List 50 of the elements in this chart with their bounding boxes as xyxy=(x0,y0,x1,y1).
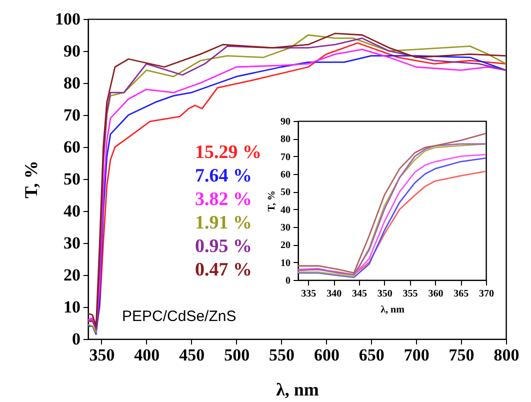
y-tick-label: 30 xyxy=(280,222,290,234)
x-tick-label: 355 xyxy=(402,288,418,300)
y-tick-label: 0 xyxy=(286,276,290,286)
x-tick-label: 500 xyxy=(224,346,250,364)
y-tick-label: 60 xyxy=(280,170,290,180)
text: 3.82 % xyxy=(195,189,252,210)
x-tick-label: 750 xyxy=(448,346,474,364)
x-axis-title: λ, nm xyxy=(276,380,319,400)
x-tick-label: 370 xyxy=(479,288,494,300)
x-tick-label: 335 xyxy=(301,288,316,300)
x-tick-label: 340 xyxy=(326,288,342,300)
y-tick-label: 30 xyxy=(64,234,80,252)
x-tick-label: 650 xyxy=(358,346,384,364)
x-tick-label: 345 xyxy=(352,288,367,300)
y-tick-label: 70 xyxy=(280,152,290,163)
text: 0.47 % xyxy=(195,260,252,280)
x-tick-label: 360 xyxy=(428,288,444,300)
x-tick-label: 600 xyxy=(314,346,340,364)
y-tick-label: 60 xyxy=(64,138,80,156)
y-tick-label: 50 xyxy=(64,170,80,188)
y-tick-label: 50 xyxy=(280,187,290,198)
y-tick-label: 80 xyxy=(280,134,290,146)
x-tick-label: 400 xyxy=(134,346,160,364)
x-tick-label: 800 xyxy=(494,346,520,364)
text: 7.64 % xyxy=(195,166,252,186)
x-axis-title: λ, nm xyxy=(380,304,406,316)
y-tick-label: 80 xyxy=(64,74,80,92)
x-tick-label: 550 xyxy=(269,346,295,364)
x-tick-label: 700 xyxy=(404,346,430,364)
y-tick-label: 100 xyxy=(55,10,80,28)
x-tick-label: 450 xyxy=(179,346,205,364)
y-tick-label: 90 xyxy=(64,42,80,60)
x-tick-label: 350 xyxy=(89,346,115,364)
y-tick-label: 0 xyxy=(72,330,80,348)
y-tick-label: 10 xyxy=(64,298,80,316)
y-tick-label: 70 xyxy=(64,106,80,124)
y-tick-label: 40 xyxy=(280,204,290,216)
y-axis-title: T, % xyxy=(21,160,41,198)
text: 0.95 % xyxy=(195,236,252,257)
y-tick-label: 20 xyxy=(280,240,290,252)
x-tick-label: 365 xyxy=(454,288,469,300)
x-tick-label: 350 xyxy=(377,288,392,300)
y-axis-title: T, % xyxy=(266,190,278,212)
annotation: PEPC/CdSe/ZnS xyxy=(122,308,236,325)
series-label: 15.29 % xyxy=(195,142,262,163)
y-tick-label: 20 xyxy=(64,266,80,284)
text: 1.91 % xyxy=(195,212,252,234)
y-tick-label: 40 xyxy=(64,202,80,220)
y-tick-label: 10 xyxy=(280,258,290,269)
y-tick-label: 90 xyxy=(280,116,290,128)
